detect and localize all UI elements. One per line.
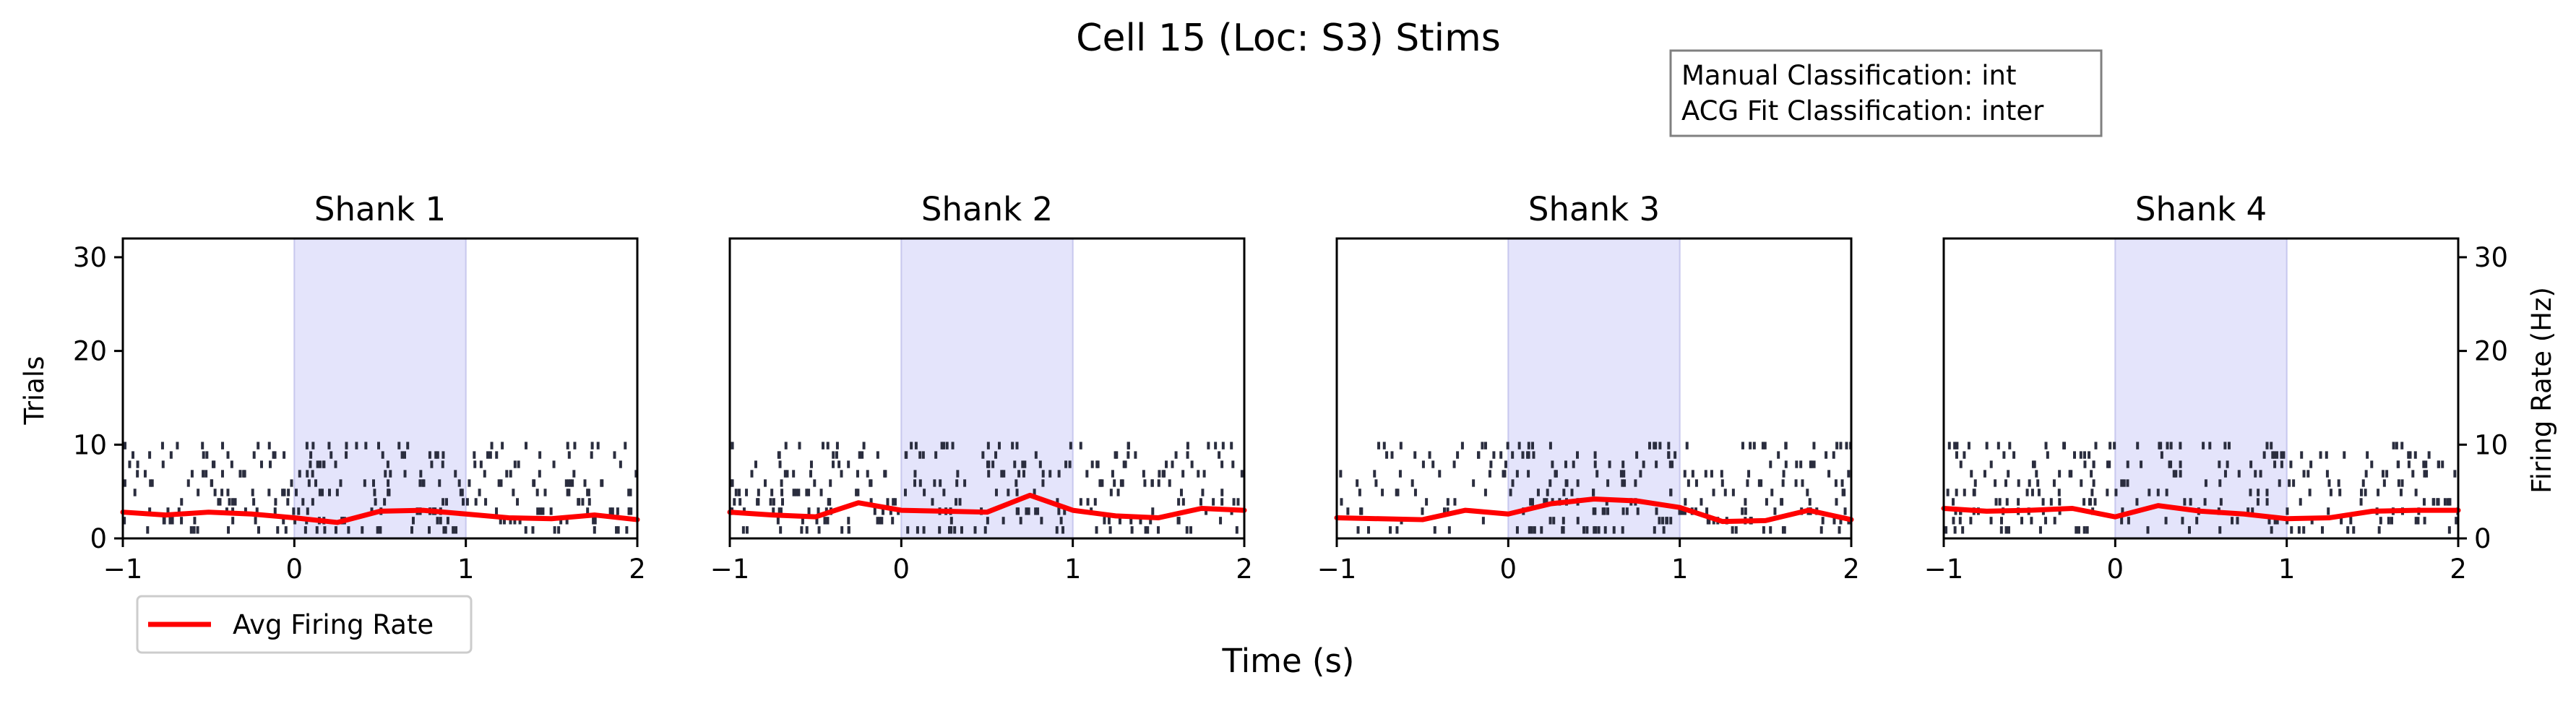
- stim-window: [900, 238, 1074, 539]
- panel-title: Shank 2: [921, 190, 1053, 228]
- x-tick-label: 2: [1236, 554, 1253, 585]
- stim-window: [293, 238, 467, 539]
- info-box-line-1: Manual Classification: int: [1681, 60, 2017, 91]
- axes-frame: [728, 237, 1246, 540]
- x-tick-label: 0: [1500, 554, 1517, 585]
- legend: Avg Firing Rate: [136, 595, 473, 654]
- firing-rate-line: [120, 507, 640, 525]
- x-tick-label: 1: [457, 554, 475, 585]
- x-tick-label: 0: [286, 554, 303, 585]
- axes-frame: [1335, 237, 1853, 540]
- x-tick-label: −1: [1317, 554, 1357, 585]
- info-box: Manual Classification: int ACG Fit Class…: [1669, 49, 2103, 137]
- x-tick-label: 1: [2278, 554, 2296, 585]
- info-box-frame: [1669, 49, 2103, 137]
- x-tick-label: −1: [103, 554, 143, 585]
- y-axis-label-left: Trials: [19, 356, 50, 426]
- x-tick-label: −1: [710, 554, 750, 585]
- panel-2: Shank 2 −1 0 1 2: [710, 190, 1253, 585]
- stim-window: [2114, 238, 2288, 539]
- panel-title: Shank 3: [1528, 190, 1660, 228]
- firing-rate-line: [1334, 496, 1854, 525]
- y-axis-label-right: Firing Rate (Hz): [2526, 287, 2557, 494]
- y-tick-label: 20: [73, 336, 107, 367]
- x-tick-label: 1: [1064, 554, 1082, 585]
- legend-frame: [136, 595, 473, 654]
- axes-frame: [121, 237, 639, 540]
- x-tick-label: 0: [893, 554, 910, 585]
- x-tick-label: 2: [1843, 554, 1860, 585]
- x-tick-label: 1: [1671, 554, 1689, 585]
- y-tick-label: 30: [73, 242, 107, 273]
- y-tick-label: 0: [90, 523, 107, 554]
- panel-title: Shank 4: [2135, 190, 2267, 228]
- firing-rate-line: [727, 492, 1247, 520]
- x-axis-label: Time (s): [1222, 642, 1355, 680]
- x-tick-label: 0: [2107, 554, 2124, 585]
- info-box-line-2: ACG Fit Classification: inter: [1681, 95, 2044, 126]
- panel-3: Shank 3 −1 0 1 2: [1317, 190, 1860, 585]
- y-tick-label: 10: [73, 429, 107, 460]
- x-tick-label: −1: [1924, 554, 1964, 585]
- y-tick-label: 0: [2474, 523, 2491, 554]
- panel-title: Shank 1: [314, 190, 446, 228]
- stim-window: [1507, 238, 1681, 539]
- y-tick-label: 10: [2474, 429, 2508, 460]
- figure-title: Cell 15 (Loc: S3) Stims: [1076, 17, 1501, 60]
- legend-label: Avg Firing Rate: [233, 609, 434, 640]
- x-tick-label: 2: [2450, 554, 2467, 585]
- x-tick-label: 2: [629, 554, 646, 585]
- y-tick-label: 30: [2474, 242, 2508, 273]
- y-tick-label: 20: [2474, 336, 2508, 367]
- axes-frame: [1942, 237, 2460, 540]
- firing-rate-line: [1941, 503, 2461, 522]
